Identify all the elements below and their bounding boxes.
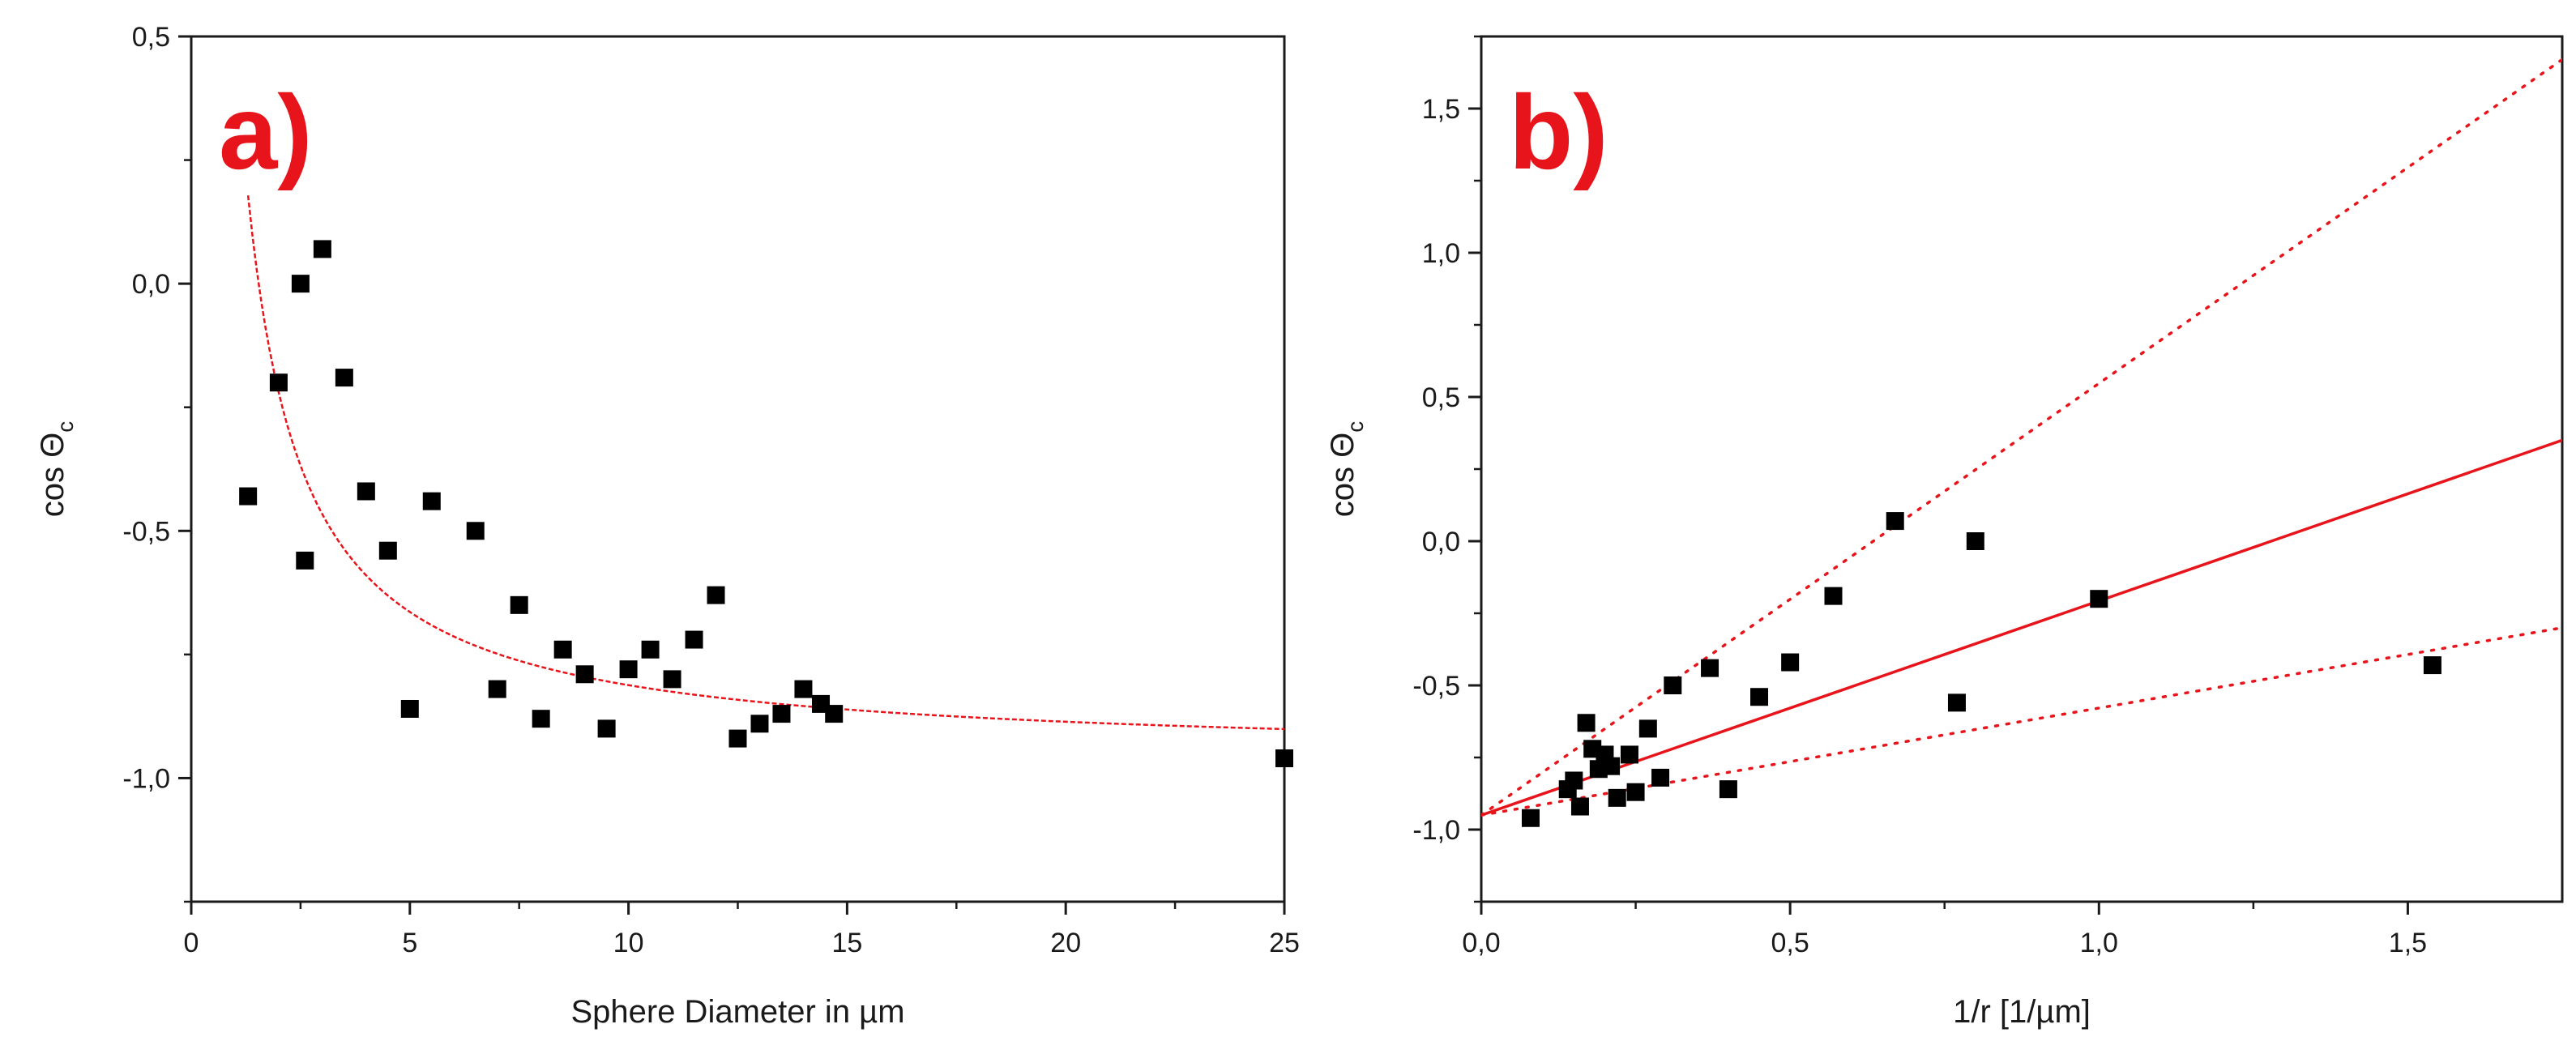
data-point [2090,590,2108,608]
data-point [269,373,288,392]
y-tick-label: 0,5 [132,22,170,53]
y-tick-label: -1,0 [1412,815,1460,846]
data-point [335,369,353,387]
x-tick-label: 0 [184,928,199,958]
x-axis-title: 1/r [1/µm] [1953,994,2091,1030]
data-point [707,586,725,604]
data-point [772,705,791,723]
fit-line [1481,438,2562,817]
data-point [1570,797,1589,816]
data-point [422,492,441,510]
data-point [1886,512,1904,531]
x-tick-label: 1,5 [2389,928,2427,958]
x-tick-label: 15 [831,928,862,958]
data-point [1781,653,1800,672]
data-point [378,541,397,560]
panel-label: a) [219,73,313,191]
y-tick-label: 0,5 [1422,382,1460,413]
x-tick-label: 20 [1050,928,1081,958]
data-point [1719,780,1737,799]
x-tick-label: 0,5 [1771,928,1809,958]
y-axis-title: cos Θc [1325,421,1368,517]
x-axis-title: Sphere Diameter in µm [570,994,904,1030]
data-point [1638,719,1657,738]
x-tick-label: 10 [613,928,644,958]
data-point [641,640,660,659]
data-point [400,699,419,718]
data-point [553,640,572,659]
data-point [685,630,703,649]
y-tick-label: 0,0 [132,269,170,300]
panel-a: 0 5 10 15 20 25 0,5 0,0 -0,5 -1,0 Sphere Diameter … [35,22,1300,1030]
x-tick-label: 1,0 [2080,928,2118,958]
data-point [619,660,638,679]
data-point [239,487,258,506]
x-tick-label: 25 [1269,928,1300,958]
y-tick-label: 0,0 [1422,527,1460,557]
data-point [663,670,681,689]
plot-frame [190,35,1286,903]
data-point [794,680,813,698]
data-point [296,551,314,570]
y-tick-label: -1,0 [122,763,170,794]
data-point [291,275,310,293]
confidence-line [1481,58,2562,817]
data-point [1824,587,1843,605]
x-tick-label: 0,0 [1462,928,1500,958]
data-point [1521,809,1540,827]
data-point [2423,656,2441,675]
y-tick-label: -0,5 [1412,671,1460,702]
data-point [1750,688,1769,706]
x-tick-label: 5 [402,928,417,958]
y-tick-label: 1,5 [1422,94,1460,125]
plot-series-group [1481,58,2562,817]
data-point [728,729,747,748]
y-axis-title-subscript: c [1343,421,1368,433]
plot-series-group [246,195,1284,731]
data-point [488,680,506,698]
y-axis-title: cos Θc [35,421,78,517]
data-point [1602,757,1621,775]
data-point [575,665,594,684]
fit-curve [246,195,1284,731]
data-point [357,482,375,501]
y-tick-label: 1,0 [1422,238,1460,269]
data-point [1664,676,1682,694]
data-point [1565,771,1583,790]
data-point [597,719,616,738]
data-point [466,522,485,540]
y-axis-title-subscript: c [53,421,78,433]
data-point [510,595,528,614]
data-point [1608,788,1626,807]
panel-b: 0,0 0,5 1,0 1,5 1,5 1,0 0,5 0,0 -0,5 -1,0 1/r [1/µ… [1325,35,2564,1030]
data-point [1626,783,1645,801]
data-point [1701,659,1719,677]
data-point [313,240,331,258]
data-point [532,710,550,728]
data-point [1577,714,1596,732]
data-point [1275,749,1293,768]
data-point [825,705,844,723]
data-point [1620,745,1638,764]
plot-frame [1480,35,2564,903]
data-point [1966,532,1984,550]
data-point [1651,768,1670,787]
y-tick-label: -0,5 [122,516,170,547]
data-point [1947,693,1966,712]
data-point [750,715,769,733]
panel-label: b) [1509,73,1608,191]
